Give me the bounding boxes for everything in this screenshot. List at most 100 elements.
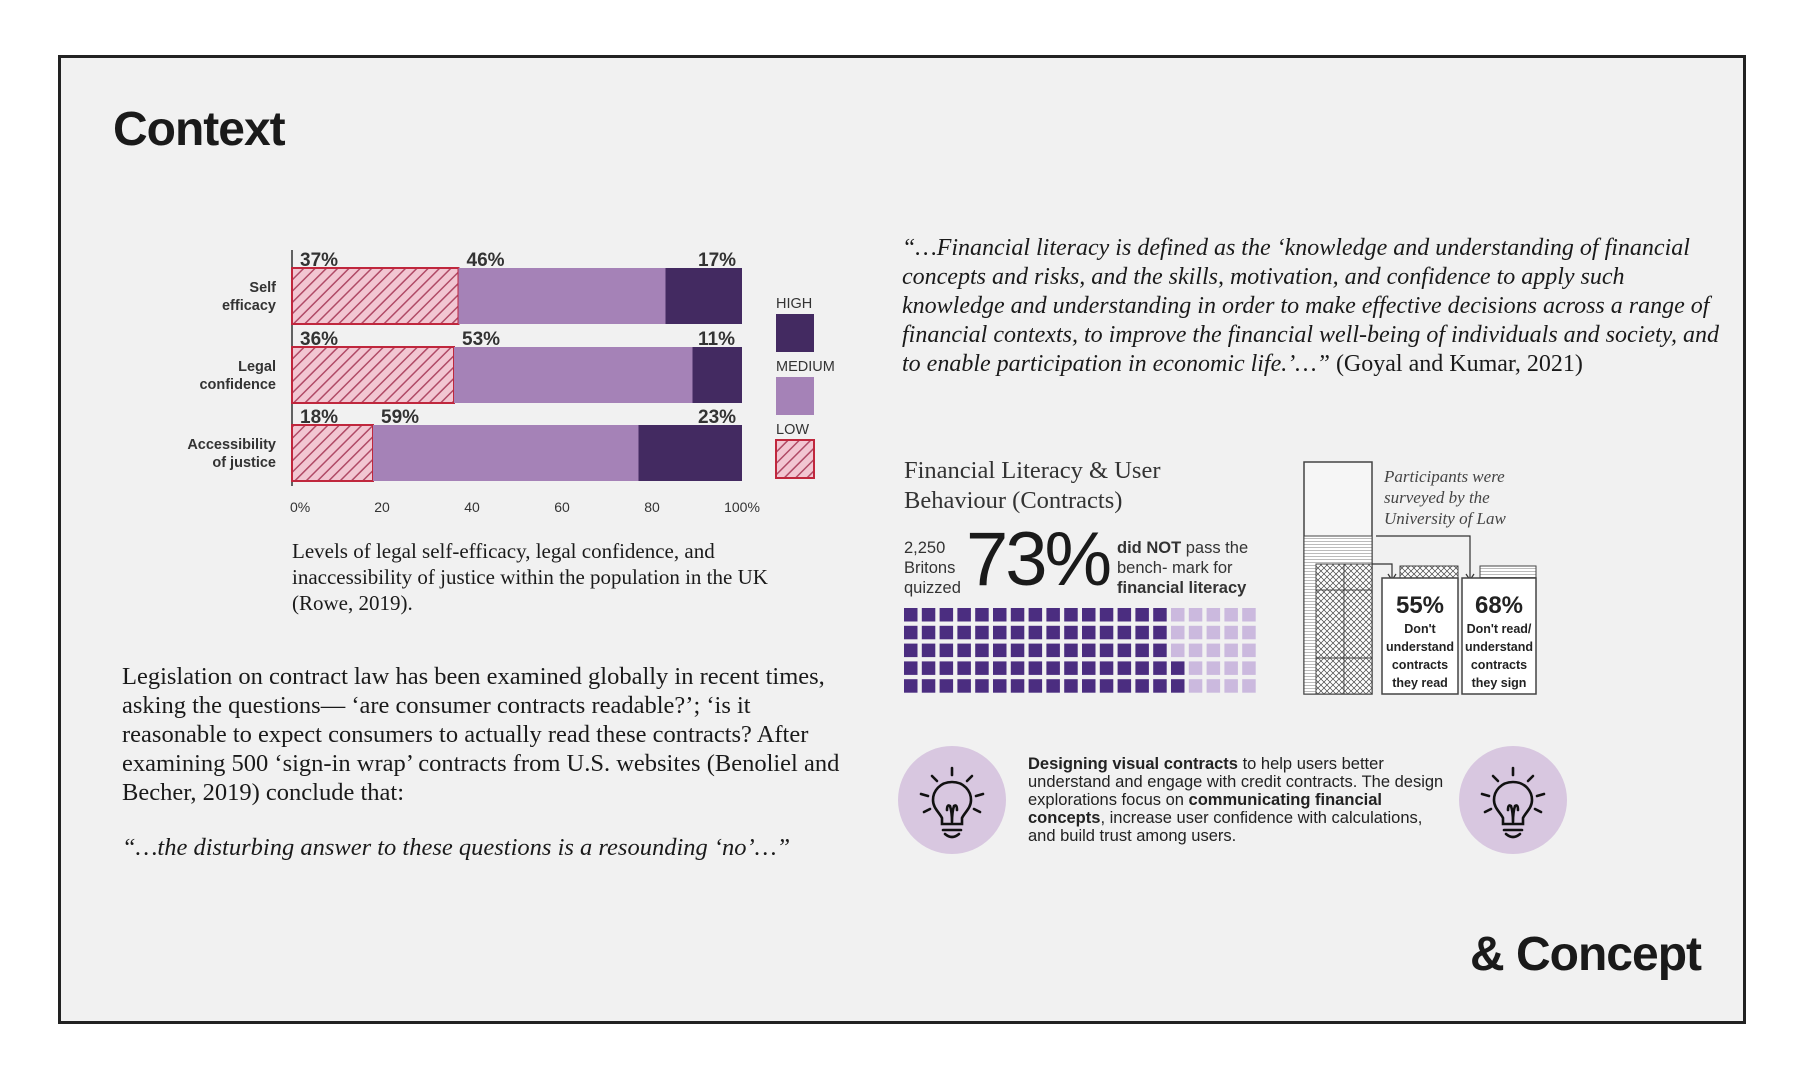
stat2-line4: they sign xyxy=(1472,676,1527,690)
survey-note-line2: surveyed by the xyxy=(1384,488,1490,507)
fin-lit-title: Financial Literacy & User Behaviour (Con… xyxy=(904,457,1161,514)
waffle-cell-failed xyxy=(939,608,954,622)
data-label: 17% xyxy=(698,250,736,271)
data-label: 46% xyxy=(467,250,505,271)
waffle-cell-passed xyxy=(1171,625,1185,640)
bar-medium-1 xyxy=(454,347,693,403)
waffle-cell-failed xyxy=(1099,661,1114,675)
waffle-cell-failed xyxy=(1117,661,1132,675)
waffle-cell-failed xyxy=(993,661,1007,675)
arrow-to-stat1 xyxy=(1372,563,1393,578)
fail-description: did NOT pass the bench- mark for financi… xyxy=(1117,538,1267,598)
stat2-box xyxy=(1461,577,1537,695)
stacked-bar-chart: 37% 46% 17% Self efficacy 36% 53% 11% Legal confi… xyxy=(187,250,835,515)
fail-percentage: 73% xyxy=(966,517,1112,602)
waffle-cell-failed xyxy=(1082,643,1096,658)
bar-low-1 xyxy=(291,346,455,404)
survey-note-line1: Participants were xyxy=(1383,467,1505,486)
waffle-cell-failed xyxy=(957,679,971,693)
legend-swatch-medium xyxy=(776,377,814,415)
waffle-cell-failed xyxy=(1010,679,1025,693)
waffle-cell-passed xyxy=(1224,625,1238,640)
design-text-1: to help users better understand and enga… xyxy=(1028,755,1444,809)
waffle-cell-failed xyxy=(939,625,954,640)
waffle-cell-failed xyxy=(1153,625,1167,640)
waffle-cell-failed xyxy=(1064,661,1078,675)
waffle-cell-passed xyxy=(1171,608,1185,622)
design-text-2: , increase user confidence with calculat… xyxy=(1028,809,1423,845)
x-tick-label: 40 xyxy=(464,499,480,515)
x-tick-label: 0% xyxy=(290,499,310,515)
quote-citation: (Goyal and Kumar, 2021) xyxy=(1329,351,1583,377)
stat1-line3: contracts xyxy=(1392,658,1448,672)
waffle-cell-failed xyxy=(1099,679,1114,693)
waffle-cell-failed xyxy=(1082,679,1096,693)
bar-high-2 xyxy=(638,425,742,481)
quizzed-count-quizzed: quizzed xyxy=(904,579,961,597)
waffle-cell-failed xyxy=(975,625,989,640)
lightbulb-icon xyxy=(898,746,1006,854)
did-not-text: did NOT xyxy=(1117,539,1182,557)
waffle-cell-passed xyxy=(1206,625,1221,640)
waffle-cell-passed xyxy=(1224,608,1238,622)
design-bold-1: Designing visual contracts xyxy=(1028,755,1238,773)
quizzed-count-number: 2,250 xyxy=(904,539,946,557)
waffle-cell-failed xyxy=(993,625,1007,640)
financial-literacy-quote: “…Financial literacy is defined as the ‘… xyxy=(902,234,1722,379)
waffle-cell-failed xyxy=(1117,643,1132,658)
x-tick-label: 100% xyxy=(724,499,760,515)
stat2-line1: Don't read/ xyxy=(1467,622,1532,636)
x-tick-label: 60 xyxy=(554,499,570,515)
waffle-cell-failed xyxy=(1153,661,1167,675)
waffle-cell-failed xyxy=(939,643,954,658)
chart-caption: Levels of legal self-efficacy, legal con… xyxy=(292,539,768,615)
legend-label: LOW xyxy=(776,422,809,438)
waffle-cell-failed xyxy=(921,643,936,658)
waffle-cell-failed xyxy=(1046,643,1060,658)
legend-swatch-low xyxy=(775,439,815,479)
waffle-cell-failed xyxy=(1064,608,1078,622)
stat2-percent: 68% xyxy=(1475,592,1523,619)
waffle-cell-failed xyxy=(957,625,971,640)
waffle-cell-failed xyxy=(1099,625,1114,640)
page-title: Context xyxy=(113,103,286,156)
legend-label: HIGH xyxy=(776,296,812,312)
waffle-cell-failed xyxy=(1046,679,1060,693)
footer-title: & Concept xyxy=(1470,928,1702,981)
waffle-cell-passed xyxy=(1188,625,1203,640)
waffle-cell-failed xyxy=(975,661,989,675)
waffle-cell-failed xyxy=(1153,679,1167,693)
data-label: 59% xyxy=(381,407,419,428)
waffle-cell-failed xyxy=(957,608,971,622)
waffle-cell-failed xyxy=(975,608,989,622)
quizzed-count: 2,250 Britons quizzed xyxy=(904,538,974,598)
waffle-cell-failed xyxy=(1135,643,1149,658)
waffle-cell-passed xyxy=(1242,661,1256,675)
bar-low-2 xyxy=(291,424,374,482)
waffle-cell-passed xyxy=(1242,679,1256,693)
resounding-no-quote: “…the disturbing answer to these questio… xyxy=(122,834,791,861)
waffle-cell-failed xyxy=(1153,608,1167,622)
waffle-cell-failed xyxy=(1028,661,1043,675)
waffle-cell-failed xyxy=(975,679,989,693)
x-tick-label: 80 xyxy=(644,499,660,515)
waffle-cell-passed xyxy=(1188,608,1203,622)
waffle-cell-failed xyxy=(1028,679,1043,693)
design-statement: Designing visual contracts to help users… xyxy=(1028,755,1448,845)
lightbulb-icon xyxy=(1459,746,1567,854)
slide-frame xyxy=(58,55,1746,1024)
legend-label: MEDIUM xyxy=(776,359,835,375)
waffle-cell-passed xyxy=(1242,625,1256,640)
waffle-cell-failed xyxy=(1171,679,1185,693)
waffle-cell-failed xyxy=(904,679,918,693)
bar-medium-2 xyxy=(373,425,639,481)
stat2-line2: understand xyxy=(1465,640,1533,654)
data-label: 36% xyxy=(300,329,338,350)
waffle-cell-failed xyxy=(1064,679,1078,693)
stat1-line2: understand xyxy=(1386,640,1454,654)
category-label: Legal xyxy=(238,359,276,375)
waffle-cell-failed xyxy=(1171,661,1185,675)
arrow-to-stat2 xyxy=(1376,535,1471,578)
waffle-cell-failed xyxy=(1099,643,1114,658)
stat2-line3: contracts xyxy=(1471,658,1527,672)
